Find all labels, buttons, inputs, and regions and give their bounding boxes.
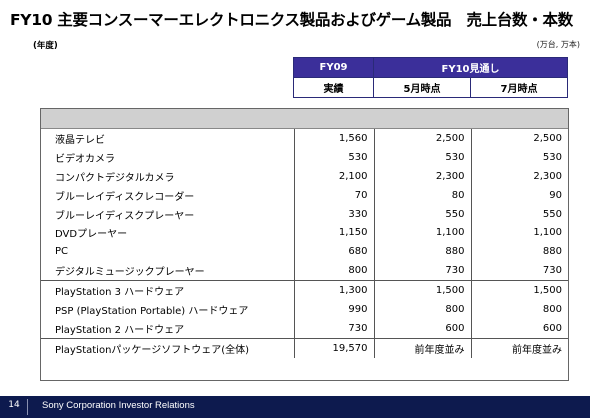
product-name: PlayStationパッケージソフトウェア(全体)	[41, 337, 294, 358]
july-forecast-value: 90	[470, 185, 568, 205]
table-row: PlayStationパッケージソフトウェア(全体) 19,570 前年度並み 前年度…	[41, 337, 568, 358]
product-name: ビデオカメラ	[55, 153, 115, 165]
fy09-value: 530	[293, 147, 374, 167]
may-forecast-value: 1,500	[373, 280, 471, 301]
page-title: FY10 主要コンスーマーエレクトロニクス製品およびゲーム製品 売上台数・本数	[10, 11, 573, 29]
header-actual: 実績	[293, 77, 374, 98]
july-forecast-value: 550	[470, 204, 568, 224]
fy09-value: 330	[293, 204, 374, 224]
product-name: DVDプレーヤー	[55, 229, 128, 241]
july-forecast-value: 880	[470, 242, 568, 262]
fy09-value: 1,300	[293, 280, 374, 301]
fy09-value: 70	[293, 185, 374, 205]
table-row: ビデオカメラ 530 530 530	[41, 147, 568, 167]
header-fy09: FY09	[293, 57, 374, 78]
july-forecast-value: 2,500	[470, 129, 568, 148]
fy09-value: 680	[293, 242, 374, 262]
july-forecast-value: 730	[470, 261, 568, 281]
table-row: デジタルミュージックプレーヤー 800 730 730	[41, 261, 568, 281]
table-row: ブルーレイディスクプレーヤー 330 550 550	[41, 204, 568, 224]
may-forecast-value: 2,300	[373, 166, 471, 186]
data-table-box: 液晶テレビ 1,560 2,500 2,500 ビデオカメラ 530 530 530 コンパクト…	[40, 108, 569, 381]
table-row: PC 680 880 880	[41, 242, 568, 262]
may-forecast-value: 550	[373, 204, 471, 224]
may-forecast-value: 80	[373, 185, 471, 205]
fiscal-year-label: (年度)	[33, 41, 58, 51]
product-name: PC	[55, 246, 69, 258]
may-forecast-value: 800	[373, 300, 471, 319]
table-row: DVDプレーヤー 1,150 1,100 1,100	[41, 223, 568, 243]
header-fy10-forecast: FY10見通し	[373, 57, 568, 78]
may-forecast-value: 1,100	[373, 223, 471, 243]
header-may: 5月時点	[373, 77, 471, 98]
table-row: PSP (PlayStation Portable) ハードウェア 990 800 8…	[41, 300, 568, 319]
july-forecast-value: 1,100	[470, 223, 568, 243]
fy09-value: 730	[293, 318, 374, 339]
table-row: 液晶テレビ 1,560 2,500 2,500	[41, 129, 568, 148]
product-name: ブルーレイディスクレコーダー	[55, 191, 195, 203]
july-forecast-value: 800	[470, 300, 568, 319]
fy09-value: 2,100	[293, 166, 374, 186]
unit-label: (万台, 万本)	[536, 40, 580, 49]
table-row: PlayStation 3 ハードウェア 1,300 1,500 1,500	[41, 280, 568, 301]
may-forecast-value: 530	[373, 147, 471, 167]
table-row: ブルーレイディスクレコーダー 70 80 90	[41, 185, 568, 205]
product-name: PSP (PlayStation Portable) ハードウェア	[55, 305, 249, 317]
may-forecast-value: 前年度並み	[373, 337, 471, 358]
fy09-value: 800	[293, 261, 374, 281]
grey-header-band	[41, 109, 568, 129]
footer-bar: 14 Sony Corporation Investor Relations	[0, 396, 590, 418]
product-name: デジタルミュージックプレーヤー	[55, 267, 205, 279]
may-forecast-value: 2,500	[373, 129, 471, 148]
july-forecast-value: 前年度並み	[470, 337, 568, 358]
fy09-value: 1,150	[293, 223, 374, 243]
product-name: ブルーレイディスクプレーヤー	[55, 210, 195, 222]
july-forecast-value: 600	[470, 318, 568, 339]
footer-divider	[27, 399, 28, 415]
fy09-value: 19,570	[293, 337, 374, 358]
column-header-table: FY09 FY10見通し 実績 5月時点 7月時点	[293, 57, 568, 98]
table-row: PlayStation 2 ハードウェア 730 600 600	[41, 318, 568, 339]
may-forecast-value: 880	[373, 242, 471, 262]
july-forecast-value: 1,500	[470, 280, 568, 301]
product-name: コンパクトデジタルカメラ	[55, 172, 175, 184]
footer-organization: Sony Corporation Investor Relations	[42, 400, 195, 411]
sales-table: 液晶テレビ 1,560 2,500 2,500 ビデオカメラ 530 530 530 コンパクト…	[41, 129, 568, 358]
july-forecast-value: 530	[470, 147, 568, 167]
may-forecast-value: 600	[373, 318, 471, 339]
fy09-value: 1,560	[293, 129, 374, 148]
product-name: PlayStation 3 ハードウェア	[41, 280, 294, 301]
table-row: コンパクトデジタルカメラ 2,100 2,300 2,300	[41, 166, 568, 186]
may-forecast-value: 730	[373, 261, 471, 281]
product-name: 液晶テレビ	[55, 134, 105, 146]
july-forecast-value: 2,300	[470, 166, 568, 186]
product-name: PlayStation 2 ハードウェア	[55, 324, 185, 336]
page-number: 14	[8, 400, 20, 410]
fy09-value: 990	[293, 300, 374, 319]
header-july: 7月時点	[470, 77, 568, 98]
